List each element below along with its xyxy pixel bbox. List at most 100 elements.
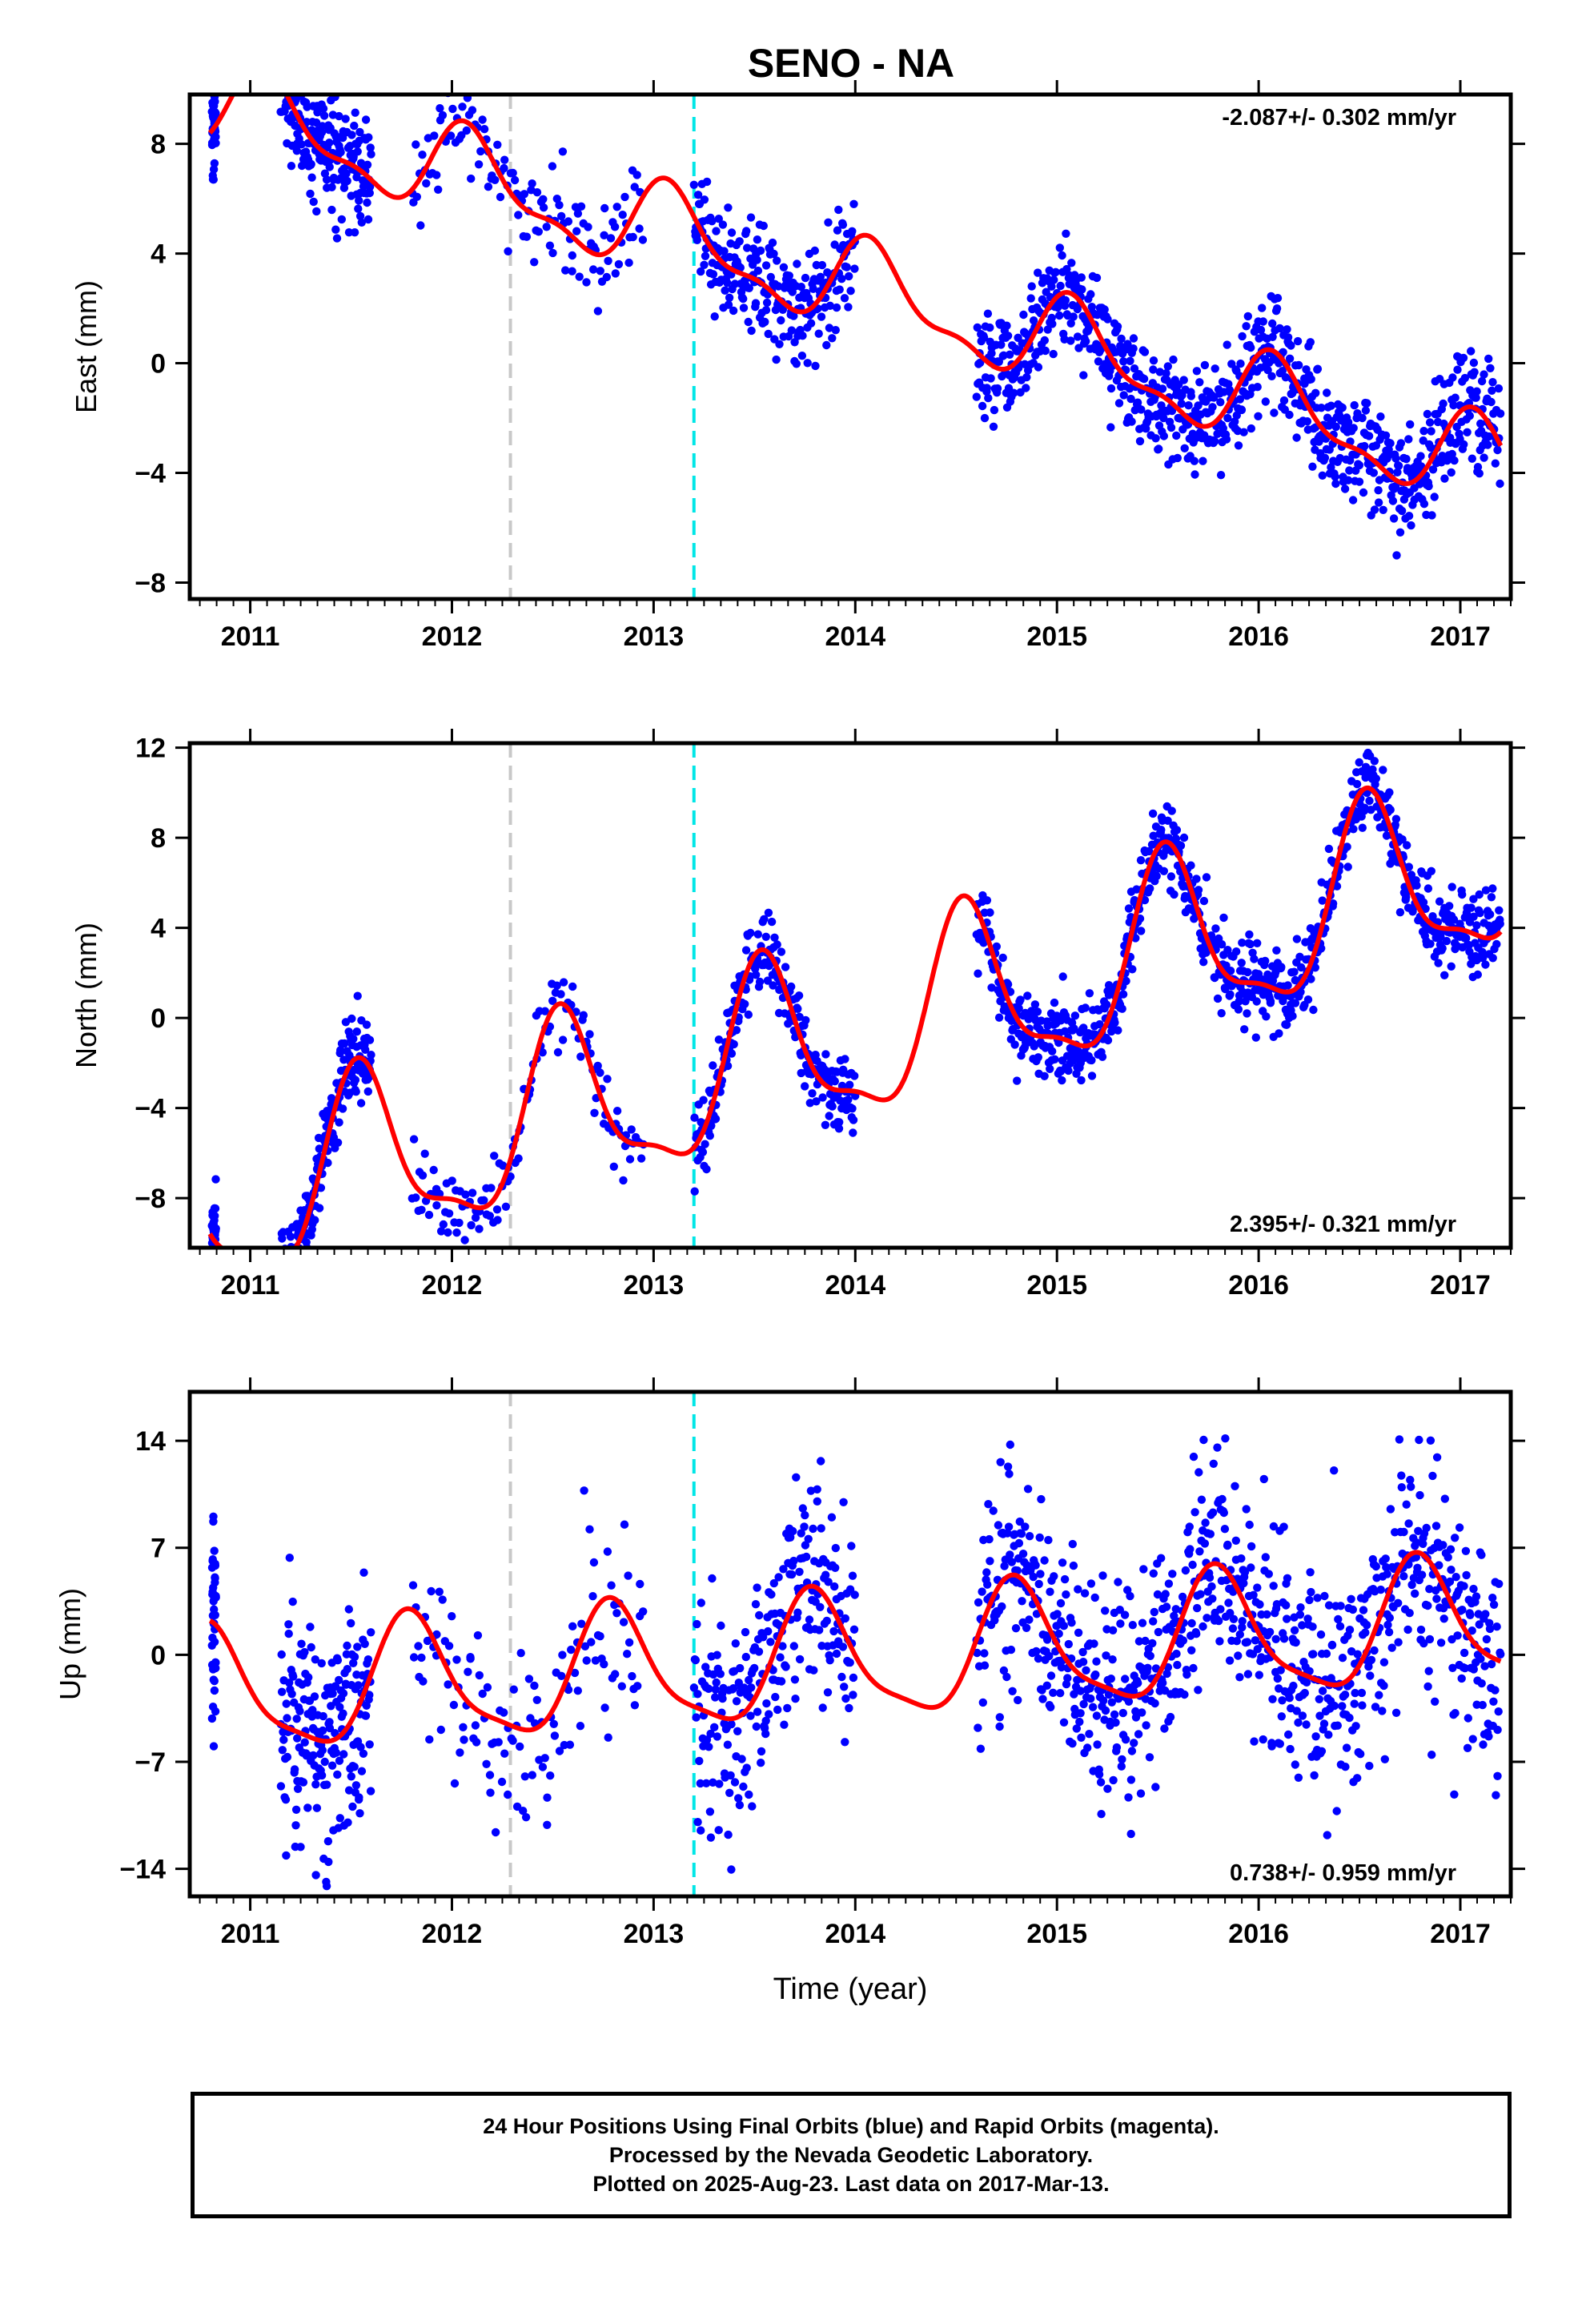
up-data-point — [1085, 1730, 1094, 1739]
east-data-point — [1425, 418, 1435, 427]
up-data-point — [1310, 1771, 1319, 1780]
north-data-point — [538, 1048, 547, 1057]
north-data-point — [690, 1113, 699, 1122]
east-data-point — [1407, 521, 1415, 530]
east-data-point — [1355, 477, 1364, 486]
up-data-point — [360, 1639, 369, 1648]
north-data-point — [340, 1039, 349, 1048]
up-x-tick-label: 2012 — [422, 1919, 483, 1949]
east-data-point — [572, 227, 581, 235]
up-data-point — [1394, 1598, 1403, 1608]
east-data-point — [1047, 313, 1056, 323]
up-data-point — [1108, 1655, 1117, 1664]
east-data-point — [462, 126, 471, 135]
up-data-point — [711, 1685, 720, 1694]
east-data-point — [209, 175, 218, 184]
up-data-point — [309, 1751, 318, 1760]
up-data-point — [471, 1721, 480, 1730]
north-data-point — [420, 1149, 429, 1158]
east-data-point — [825, 324, 834, 332]
north-data-point — [835, 1118, 844, 1127]
up-data-point — [1279, 1522, 1288, 1531]
east-data-point — [341, 115, 350, 123]
up-data-point — [577, 1619, 586, 1628]
up-data-point — [1382, 1562, 1391, 1572]
up-data-point — [982, 1568, 991, 1577]
up-data-point — [829, 1626, 838, 1636]
east-data-point — [1019, 310, 1028, 320]
east-data-point — [1119, 357, 1128, 366]
east-data-point — [1069, 312, 1078, 321]
east-data-point — [557, 211, 566, 221]
up-data-point — [1199, 1622, 1207, 1631]
east-data-point — [1395, 528, 1405, 537]
north-data-point — [1128, 965, 1137, 974]
east-data-point — [1067, 259, 1076, 267]
east-data-point — [739, 304, 749, 312]
up-data-point — [277, 1687, 287, 1696]
up-y-tick-label: 0 — [151, 1640, 166, 1671]
up-data-point — [1298, 1711, 1307, 1720]
up-data-point — [292, 1715, 301, 1723]
up-data-point — [692, 1713, 701, 1722]
east-data-point — [850, 264, 859, 273]
up-data-point — [1319, 1719, 1329, 1728]
east-data-point — [724, 300, 733, 309]
up-data-point — [1342, 1743, 1351, 1752]
up-data-point — [1091, 1670, 1100, 1679]
east-data-point — [822, 340, 831, 350]
east-data-point — [1480, 370, 1488, 379]
up-data-point — [1124, 1697, 1134, 1706]
north-data-point — [801, 1015, 810, 1025]
up-data-point — [328, 1689, 337, 1698]
east-data-point — [632, 171, 641, 179]
north-y-tick-label: −8 — [135, 1184, 166, 1214]
north-data-point — [1064, 1066, 1073, 1076]
east-data-point — [1177, 399, 1186, 408]
north-data-point — [1136, 856, 1146, 865]
east-data-point — [1050, 275, 1058, 284]
up-data-point — [349, 1659, 358, 1667]
east-data-point — [779, 263, 789, 271]
east-data-point — [1194, 401, 1203, 410]
east-data-point — [1447, 468, 1456, 477]
up-data-point — [565, 1740, 575, 1749]
up-data-point — [1154, 1627, 1163, 1637]
up-data-point — [1284, 1730, 1293, 1739]
east-data-point — [1303, 417, 1312, 426]
up-data-point — [1188, 1560, 1197, 1570]
up-data-point — [773, 1705, 782, 1715]
east-data-point — [712, 227, 721, 235]
up-data-point — [1086, 1694, 1095, 1703]
up-data-point — [1088, 1703, 1098, 1711]
up-data-point — [996, 1458, 1005, 1467]
up-data-point — [1452, 1573, 1460, 1582]
up-data-point — [1387, 1643, 1396, 1652]
north-data-point — [1245, 930, 1254, 939]
up-data-point — [827, 1513, 837, 1522]
up-data-point — [1402, 1500, 1411, 1509]
up-data-point — [1134, 1637, 1144, 1646]
up-data-point — [1275, 1739, 1285, 1748]
north-data-point — [1046, 1064, 1054, 1074]
north-data-point — [211, 1224, 220, 1233]
north-data-point — [1261, 956, 1270, 966]
east-data-point — [1082, 337, 1090, 346]
north-data-point — [1192, 875, 1201, 883]
up-data-point — [1193, 1603, 1202, 1613]
up-data-point — [365, 1691, 374, 1699]
up-data-point — [1291, 1760, 1300, 1769]
up-data-point — [1186, 1545, 1195, 1554]
east-data-point — [561, 266, 570, 275]
east-data-point — [825, 301, 835, 310]
north-data-point — [770, 933, 779, 943]
up-data-point — [509, 1685, 518, 1694]
north-data-point — [987, 983, 996, 992]
up-data-point — [741, 1652, 750, 1662]
up-data-point — [1376, 1585, 1385, 1594]
north-data-point — [208, 1256, 216, 1265]
east-data-point — [1040, 336, 1050, 345]
north-data-point — [208, 1277, 216, 1285]
east-data-point — [593, 307, 603, 316]
north-data-point — [848, 1104, 857, 1113]
